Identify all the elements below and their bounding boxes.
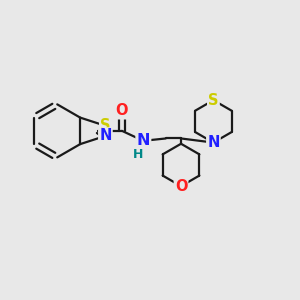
Text: O: O — [175, 179, 187, 194]
Text: N: N — [136, 133, 150, 148]
Text: N: N — [207, 135, 220, 150]
Text: H: H — [133, 148, 143, 161]
Text: S: S — [208, 93, 219, 108]
Text: O: O — [116, 103, 128, 118]
Text: N: N — [99, 128, 112, 143]
Text: S: S — [100, 118, 111, 133]
